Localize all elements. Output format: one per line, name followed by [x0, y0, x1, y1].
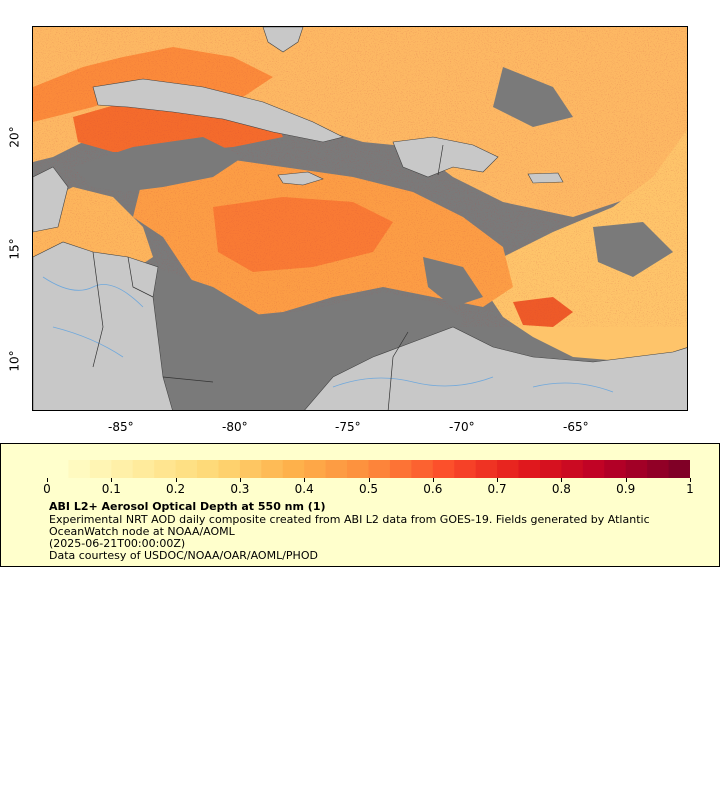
- legend-title: ABI L2+ Aerosol Optical Depth at 550 nm …: [49, 500, 326, 513]
- nodata-caribbean-south: [153, 267, 463, 410]
- colorbar-tick-mark: [690, 478, 691, 482]
- colorbar-swatch: [325, 460, 348, 478]
- legend-description: Experimental NRT AOD daily composite cre…: [49, 513, 650, 538]
- colorbar-swatch: [475, 460, 498, 478]
- colorbar-tick-mark: [368, 478, 370, 482]
- colorbar-tick-label: 0.2: [166, 482, 186, 496]
- colorbar-ticks: 0 0.1 0.2 0.3 0.4 0.5 0.6 0.7 0.8 0.9 1: [43, 478, 694, 498]
- colorbar-swatch: [368, 460, 391, 478]
- land-hispaniola: [392, 136, 499, 178]
- land-south-america: [304, 326, 687, 410]
- nodata-gaps: [73, 67, 673, 410]
- border-central-america-2: [92, 251, 104, 368]
- colorbar-swatch: [132, 460, 155, 478]
- nodata-patch-2: [423, 257, 483, 307]
- colorbar-swatch: [389, 460, 412, 478]
- colorbar-swatch: [539, 460, 562, 478]
- river-1: [42, 276, 144, 308]
- lon-tick-label: -75°: [335, 420, 361, 434]
- colorbar-tick-mark: [47, 478, 48, 482]
- colorbar-tick-label: 0.1: [101, 482, 121, 496]
- colorbar-swatch: [582, 460, 605, 478]
- lon-tick-label: -65°: [563, 420, 589, 434]
- land-yucatan: [33, 166, 69, 233]
- lon-tick-label: -80°: [222, 420, 248, 434]
- colorbar-tick-label: 1: [686, 482, 694, 496]
- colorbar-tick-mark: [111, 478, 113, 482]
- colorbar-swatch: [411, 460, 434, 478]
- colorbar-tick-mark: [561, 478, 563, 482]
- colorbar-tick-mark: [497, 478, 499, 482]
- lon-tick-label: -85°: [108, 420, 134, 434]
- lon-tick-label: -70°: [449, 420, 475, 434]
- land-puerto-rico: [527, 172, 564, 184]
- border-haiti-dr: [437, 144, 444, 176]
- colorbar-swatch: [261, 460, 284, 478]
- land-cuba: [92, 78, 344, 143]
- colorbar-tick-mark: [239, 478, 241, 482]
- colorbar-swatch: [47, 460, 69, 478]
- colorbar-swatch: [432, 460, 455, 478]
- land-florida-tip: [262, 27, 304, 53]
- border-colombia-venezuela: [387, 331, 409, 410]
- lat-tick-label: 10°: [7, 350, 22, 372]
- colorbar-tick-label: 0.4: [294, 482, 314, 496]
- colorbar-swatch: [304, 460, 327, 478]
- river-2: [332, 376, 494, 388]
- map-canvas: [33, 27, 687, 410]
- river-3: [532, 382, 614, 393]
- colorbar-swatch: [454, 460, 477, 478]
- nodata-gulf-honduras: [73, 137, 243, 192]
- colorbar-tick-label: 0.8: [551, 482, 571, 496]
- land-jamaica: [277, 171, 324, 186]
- colorbar-swatch: [239, 460, 262, 478]
- colorbar-swatch: [68, 460, 91, 478]
- lat-tick-label: 15°: [7, 238, 22, 260]
- colorbar-swatch: [561, 460, 584, 478]
- colorbar: [47, 460, 690, 478]
- colorbar-tick-mark: [304, 478, 306, 482]
- nodata-patch-3: [593, 222, 673, 277]
- colorbar-swatch: [625, 460, 648, 478]
- legend-date: (2025-06-21T00:00:00Z): [49, 537, 186, 550]
- colorbar-swatch: [197, 460, 219, 478]
- river-layer: [42, 276, 614, 393]
- legend-panel: 0 0.1 0.2 0.3 0.4 0.5 0.6 0.7 0.8 0.9 1 ABI L2+ Ae…: [0, 443, 720, 567]
- river-4: [52, 326, 124, 358]
- colorbar-swatch: [218, 460, 241, 478]
- lat-tick-label: 20°: [7, 126, 22, 148]
- aod-map[interactable]: [32, 26, 688, 411]
- colorbar-swatch: [604, 460, 627, 478]
- border-central-america-1: [127, 256, 154, 298]
- colorbar-tick-label: 0.3: [230, 482, 250, 496]
- colorbar-tick-label: 0.7: [487, 482, 507, 496]
- colorbar-swatch: [347, 460, 369, 478]
- colorbar-tick-mark: [625, 478, 627, 482]
- colorbar-swatch: [89, 460, 112, 478]
- colorbar-swatch: [111, 460, 134, 478]
- colorbar-swatch: [668, 460, 690, 478]
- border-panama: [162, 376, 214, 383]
- colorbar-tick-mark: [175, 478, 177, 482]
- colorbar-tick-label: 0.5: [358, 482, 379, 496]
- colorbar-swatch: [282, 460, 305, 478]
- colorbar-tick-label: 0.6: [423, 482, 443, 496]
- border-layer: [92, 144, 444, 410]
- colorbar-swatch: [497, 460, 520, 478]
- colorbar-tick-label: 0: [43, 482, 51, 496]
- colorbar-tick-label: 0.9: [616, 482, 636, 496]
- colorbar-swatch: [154, 460, 177, 478]
- colorbar-swatch: [647, 460, 670, 478]
- legend-credit: Data courtesy of USDOC/NOAA/OAR/AOML/PHO…: [49, 549, 318, 562]
- colorbar-swatch: [175, 460, 198, 478]
- colorbar-tick-mark: [432, 478, 434, 482]
- colorbar-swatch: [518, 460, 541, 478]
- nodata-patch-east: [493, 67, 573, 127]
